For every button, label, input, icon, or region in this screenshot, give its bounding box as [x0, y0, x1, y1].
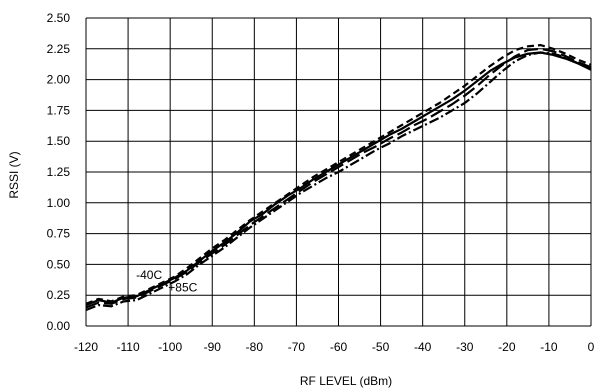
series-line-2	[85, 44, 592, 305]
x-tick-label: -80	[246, 340, 264, 354]
series-line-4	[85, 47, 592, 309]
x-tick-label: -100	[158, 340, 182, 354]
y-tick-label: 0.25	[47, 288, 71, 302]
x-tick-label: 0	[588, 340, 595, 354]
annotation-label: -40C	[136, 268, 162, 282]
x-tick-label: -70	[288, 340, 306, 354]
x-tick-label: -30	[456, 340, 474, 354]
tick-layer: -120 -110 -100 -90 -80 -70 -60 -50 -40 -30 -20 -10 0…	[47, 11, 595, 354]
x-tick-label: -90	[204, 340, 222, 354]
grid-layer	[85, 17, 592, 327]
x-tick-label: -20	[498, 340, 516, 354]
x-tick-label: -10	[540, 340, 558, 354]
y-tick-label: 0.50	[47, 257, 71, 271]
x-tick-label: -40	[414, 340, 432, 354]
series-line-1	[85, 51, 592, 307]
x-tick-label: -110	[117, 340, 140, 354]
x-tick-label: -50	[372, 340, 390, 354]
y-axis-label: RSSI (V)	[7, 151, 21, 198]
y-tick-label: 1.00	[47, 196, 71, 210]
series-layer	[85, 44, 592, 312]
y-tick-label: 0.00	[47, 319, 71, 333]
y-tick-label: 2.50	[47, 11, 71, 25]
y-tick-label: 1.50	[47, 134, 71, 148]
x-axis-label: RF LEVEL (dBm)	[300, 374, 392, 388]
x-tick-label: -60	[330, 340, 348, 354]
y-tick-label: 0.75	[47, 227, 71, 241]
annotation-label: +85C	[168, 281, 197, 295]
y-tick-label: 2.00	[47, 73, 71, 87]
x-tick-label: -120	[74, 340, 98, 354]
annotation-layer: -40C +85C	[136, 268, 198, 294]
y-tick-label: 2.25	[47, 42, 71, 56]
series-line-3	[85, 51, 592, 312]
y-tick-label: 1.25	[47, 165, 71, 179]
y-tick-label: 1.75	[47, 103, 71, 117]
